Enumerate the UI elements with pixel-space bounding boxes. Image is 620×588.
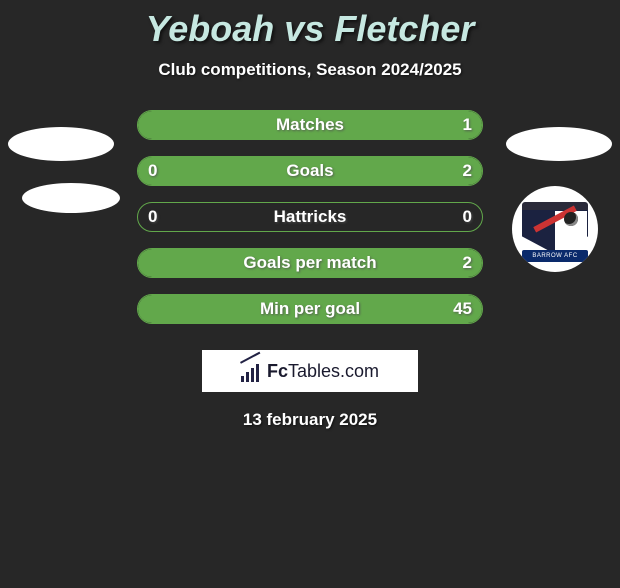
stat-row: Min per goal45 <box>137 294 483 324</box>
stat-row: 0Goals2 <box>137 156 483 186</box>
fctables-bars-icon <box>241 360 263 382</box>
stat-value-right: 1 <box>463 115 472 135</box>
stat-row: Goals per match2 <box>137 248 483 278</box>
stat-value-right: 2 <box>463 253 472 273</box>
stat-label: Hattricks <box>138 207 482 227</box>
page-subtitle: Club competitions, Season 2024/2025 <box>0 60 620 80</box>
fctables-logo[interactable]: FcTables.com <box>202 350 418 392</box>
stat-row: Matches1 <box>137 110 483 140</box>
stats-container: Matches10Goals20Hattricks0Goals per matc… <box>0 110 620 324</box>
stat-label: Goals <box>138 161 482 181</box>
stat-row: 0Hattricks0 <box>137 202 483 232</box>
stat-label: Goals per match <box>138 253 482 273</box>
stat-value-right: 2 <box>463 161 472 181</box>
stat-value-right: 0 <box>463 207 472 227</box>
page-title: Yeboah vs Fletcher <box>0 8 620 50</box>
stat-label: Min per goal <box>138 299 482 319</box>
fctables-logo-text: FcTables.com <box>267 361 379 382</box>
date-text: 13 february 2025 <box>0 410 620 430</box>
stat-label: Matches <box>138 115 482 135</box>
stat-value-right: 45 <box>453 299 472 319</box>
